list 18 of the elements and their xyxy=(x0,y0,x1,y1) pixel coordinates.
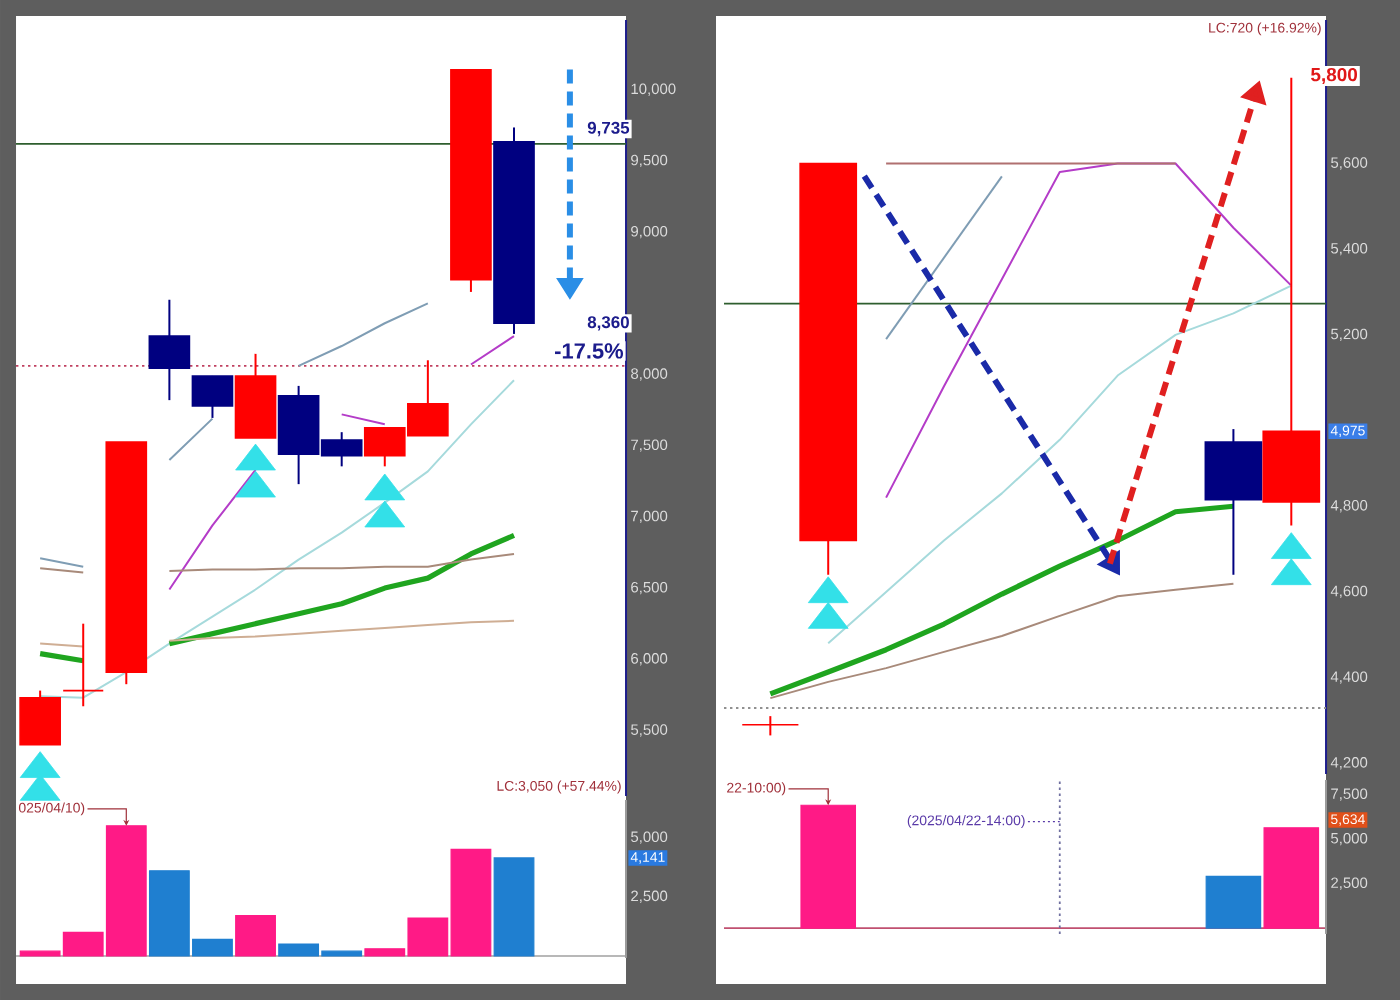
bar xyxy=(1205,875,1262,929)
annotation: 5,800 xyxy=(1311,67,1358,85)
text: 9,735 xyxy=(587,121,630,137)
line-series xyxy=(827,284,1293,645)
text: -17.5% xyxy=(555,343,624,359)
candlestick xyxy=(148,298,191,402)
line-series xyxy=(769,582,1235,700)
candlestick xyxy=(191,374,234,419)
bar xyxy=(235,915,276,957)
line-series xyxy=(885,162,1293,499)
line-series xyxy=(767,503,1237,697)
candlestick xyxy=(19,689,61,746)
text: 8,360 xyxy=(587,316,629,331)
bar xyxy=(493,857,535,957)
candlestick xyxy=(62,622,105,708)
bar xyxy=(800,804,857,929)
candlestick xyxy=(741,715,800,737)
bar xyxy=(1263,827,1320,929)
